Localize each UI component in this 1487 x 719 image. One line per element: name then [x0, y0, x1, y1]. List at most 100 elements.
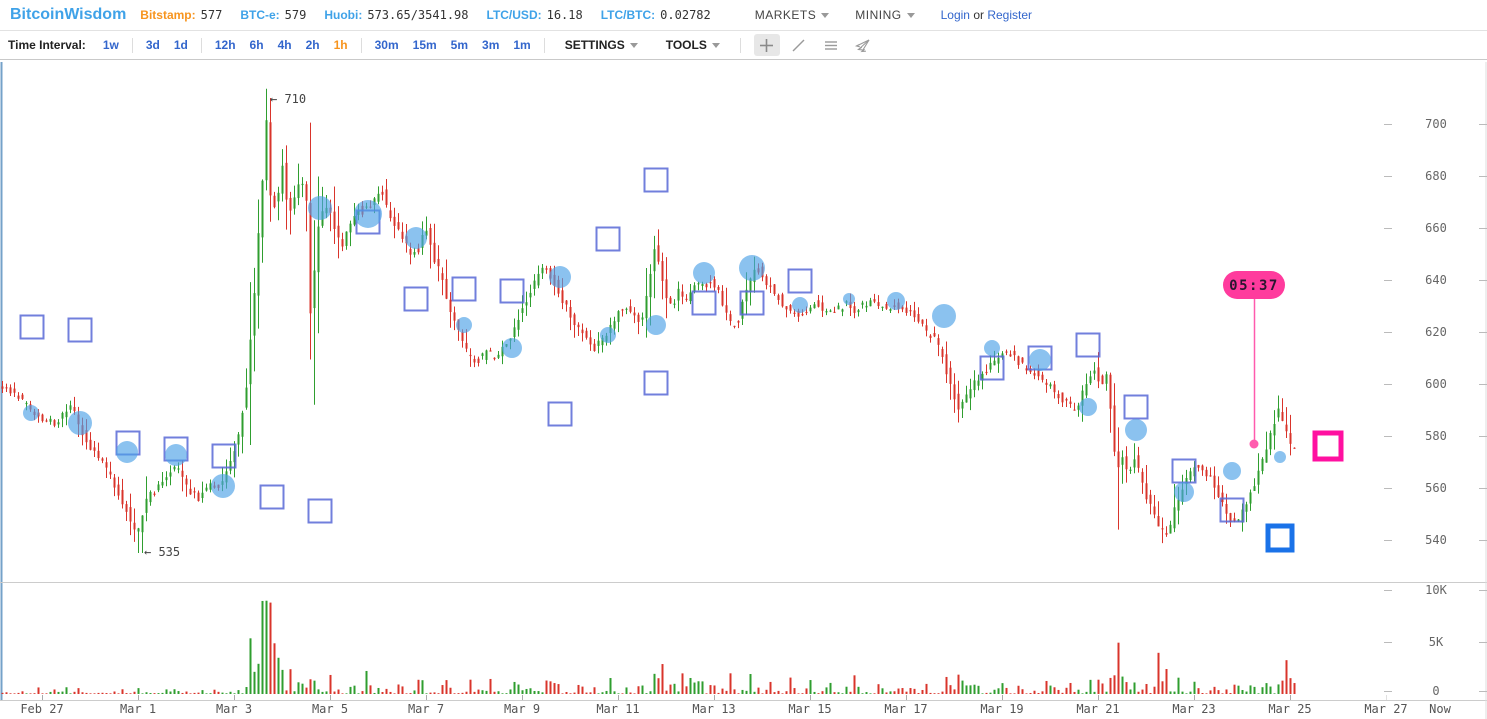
- trade-marker-square: [1075, 332, 1101, 358]
- ticker-value: 0.02782: [660, 8, 711, 22]
- chart-frame: [0, 62, 1487, 719]
- volume-tick-label: 0: [1432, 684, 1439, 698]
- interval-3m[interactable]: 3m: [482, 38, 500, 52]
- settings-menu[interactable]: SETTINGS: [565, 38, 638, 52]
- interval-30m[interactable]: 30m: [374, 38, 399, 52]
- app-logo[interactable]: BitcoinWisdom: [10, 6, 127, 23]
- trendline-icon: [792, 39, 805, 51]
- trade-marker-circle: [646, 315, 666, 335]
- trade-marker-square: [259, 484, 285, 510]
- trade-marker-circle: [23, 405, 39, 421]
- tools-menu[interactable]: TOOLS: [666, 38, 720, 52]
- interval-group-divider: [200, 37, 202, 53]
- interval-6h[interactable]: 6h: [249, 38, 264, 52]
- time-balloon-dot: [1249, 439, 1259, 449]
- high-price-annotation: ← 710: [270, 92, 306, 106]
- trade-marker-circle: [68, 411, 92, 435]
- crosshair-tool-button[interactable]: [753, 34, 780, 56]
- trade-marker-square: [1123, 394, 1149, 420]
- ticker-value: 573.65/3541.98: [367, 8, 469, 22]
- auth-or-text: or: [973, 8, 984, 22]
- trade-markers: [19, 167, 1344, 553]
- trade-marker-circle: [502, 338, 522, 358]
- markets-menu[interactable]: MARKETS: [755, 8, 830, 22]
- interval-2h[interactable]: 2h: [305, 38, 320, 52]
- price-tick-label: 600: [1425, 377, 1447, 391]
- time-balloon: 05:37: [1223, 271, 1285, 449]
- login-link[interactable]: Login: [940, 8, 970, 22]
- ticker-value: 579: [284, 8, 307, 22]
- trade-marker-circle: [405, 227, 427, 249]
- price-tick-label: 660: [1425, 221, 1447, 235]
- date-tick-label: Mar 9: [504, 702, 540, 716]
- trade-marker-square: [451, 276, 477, 302]
- interval-15m[interactable]: 15m: [412, 38, 437, 52]
- time-balloon-bubble: [1223, 271, 1285, 299]
- ticker-label: Huobi:: [324, 8, 363, 22]
- date-tick-label: Mar 25: [1268, 702, 1311, 716]
- date-tick-label: Mar 3: [216, 702, 252, 716]
- interval-group-divider: [131, 37, 133, 53]
- highlighted-order-square-blue[interactable]: [1265, 523, 1295, 553]
- trade-marker-circle: [354, 200, 382, 228]
- ticker-huobi: Huobi: 573.65/3541.98: [324, 8, 468, 22]
- ticker-btce: BTC-e: 579: [240, 8, 306, 22]
- toolbar-divider: [543, 37, 545, 53]
- ticker-label: LTC/BTC:: [600, 8, 656, 22]
- ticker-strip: Bitstamp: 577 BTC-e: 579 Huobi: 573.65/3541.9…: [140, 8, 728, 22]
- trade-marker-circle: [887, 292, 905, 310]
- trade-marker-square: [547, 401, 573, 427]
- ticker-ltcusd: LTC/USD: 16.18: [487, 8, 583, 22]
- trade-marker-circle: [165, 444, 187, 466]
- toolbar-divider: [739, 37, 741, 53]
- header-bar: BitcoinWisdom Bitstamp: 577 BTC-e: 579 Huobi…: [0, 0, 1487, 31]
- ticker-bitstamp: Bitstamp: 577: [140, 8, 222, 22]
- future-date-label: Mar 27: [1364, 702, 1407, 716]
- trade-marker-circle: [693, 262, 715, 284]
- trade-marker-square: [19, 314, 45, 340]
- interval-1m[interactable]: 1m: [513, 38, 531, 52]
- date-tick-label: Feb 27: [20, 702, 63, 716]
- trade-marker-circle: [792, 297, 808, 313]
- interval-12h[interactable]: 12h: [214, 38, 236, 52]
- interval-5m[interactable]: 5m: [450, 38, 469, 52]
- date-tick-label: Mar 1: [120, 702, 156, 716]
- register-link[interactable]: Register: [987, 8, 1033, 22]
- trade-marker-square: [787, 268, 813, 294]
- trade-marker-circle: [932, 304, 956, 328]
- date-tick-label: Mar 17: [884, 702, 927, 716]
- price-tick-label: 680: [1425, 169, 1447, 183]
- crosshair-icon: [760, 38, 774, 52]
- date-tick-label: Mar 15: [788, 702, 831, 716]
- now-label: Now: [1429, 702, 1451, 716]
- interval-4h[interactable]: 4h: [277, 38, 292, 52]
- highlighted-order-square-magenta[interactable]: [1312, 430, 1344, 462]
- ticker-ltcbtc: LTC/BTC: 0.02782: [601, 8, 711, 22]
- time-interval-label: Time Interval:: [8, 38, 86, 52]
- draw-tool-group: [751, 34, 879, 56]
- volume-tick-label: 10K: [1425, 583, 1447, 597]
- trade-marker-square: [691, 290, 717, 316]
- settings-menu-label: SETTINGS: [564, 38, 625, 52]
- fan-lines-tool-button[interactable]: [850, 34, 876, 56]
- horizontal-lines-tool-button[interactable]: [818, 34, 844, 56]
- trade-marker-circle: [549, 266, 571, 288]
- interval-1d[interactable]: 1d: [173, 38, 188, 52]
- interval-1w[interactable]: 1w: [102, 38, 119, 52]
- trade-marker-square: [643, 370, 669, 396]
- trade-marker-circle: [1223, 462, 1241, 480]
- trade-marker-square: [307, 498, 333, 524]
- ticker-label: BTC-e:: [240, 8, 280, 22]
- mining-menu[interactable]: MINING: [855, 8, 915, 22]
- chevron-down-icon: [629, 43, 638, 49]
- interval-3d[interactable]: 3d: [145, 38, 160, 52]
- auth-links: Login or Register: [941, 8, 1032, 22]
- trade-marker-circle: [1079, 398, 1097, 416]
- trendline-tool-button[interactable]: [786, 34, 812, 56]
- date-tick-label: Mar 5: [312, 702, 348, 716]
- interval-1h[interactable]: 1h: [333, 38, 348, 52]
- horizontal-lines-icon: [824, 40, 837, 50]
- price-tick-label: 620: [1425, 325, 1447, 339]
- trade-marker-square: [403, 286, 429, 312]
